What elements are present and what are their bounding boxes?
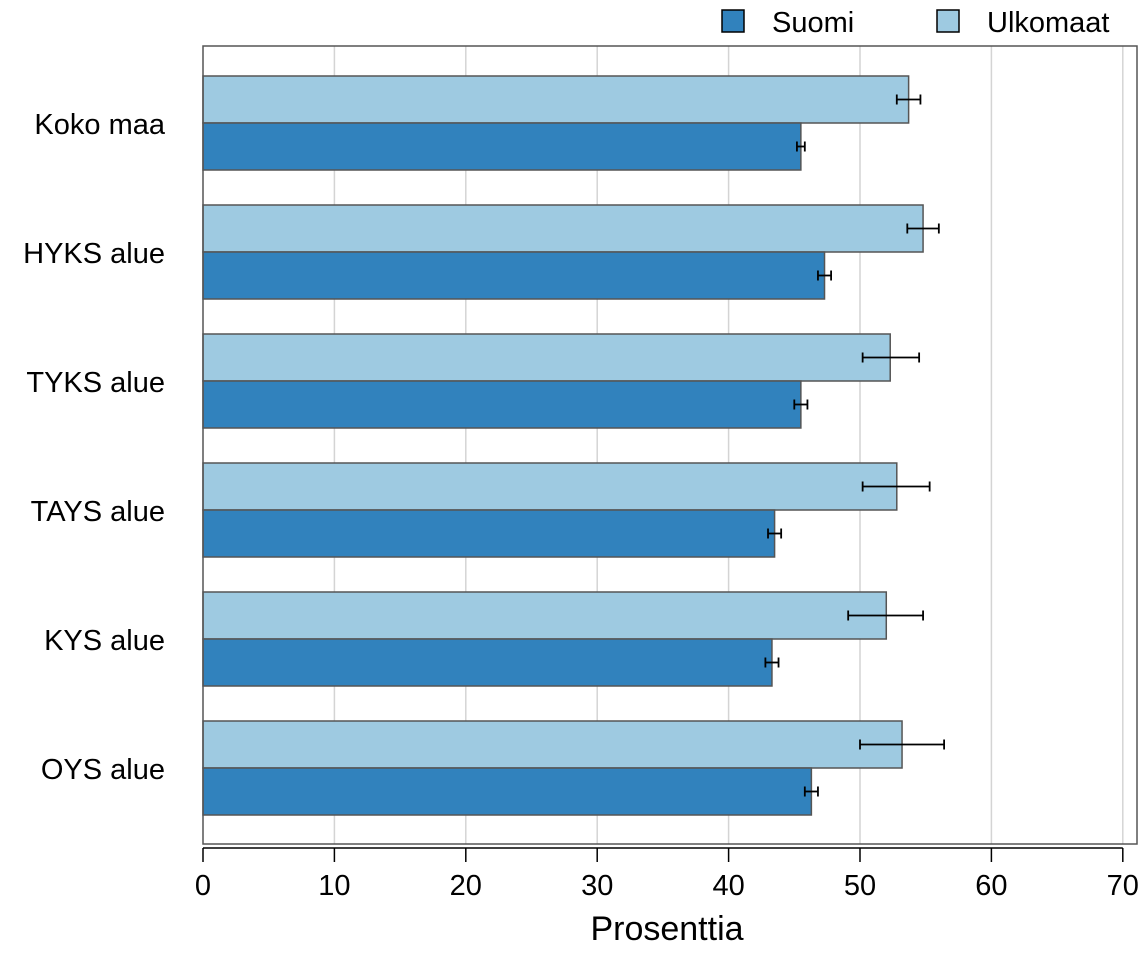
x-tick-label-2: 20 [450, 870, 482, 902]
bar-suomi-3 [202, 509, 776, 558]
category-label-3: TAYS alue [31, 496, 165, 528]
plot-frame [202, 45, 1138, 845]
x-tick-label-3: 30 [581, 870, 613, 902]
category-label-4: KYS alue [44, 625, 165, 657]
legend-label-suomi: Suomi [772, 7, 854, 39]
x-tick-label-7: 70 [1107, 870, 1139, 902]
bars [202, 75, 924, 816]
gridlines [333, 46, 1124, 844]
bar-suomi-1 [202, 251, 826, 300]
legend-swatch-ulkomaat [936, 9, 960, 33]
x-tick-label-6: 60 [975, 870, 1007, 902]
bar-ulkomaat-3 [202, 462, 898, 511]
category-label-0: Koko maa [34, 109, 165, 141]
x-tick-label-0: 0 [195, 870, 211, 902]
category-label-2: TYKS alue [26, 367, 165, 399]
legend: Suomi Ulkomaat [721, 7, 1110, 39]
x-axis: 0 10 20 30 40 50 60 70 [195, 847, 1139, 902]
bar-suomi-2 [202, 380, 802, 429]
category-label-1: HYKS alue [23, 238, 165, 270]
x-tick-label-4: 40 [712, 870, 744, 902]
bar-ulkomaat-1 [202, 204, 924, 253]
bar-ulkomaat-2 [202, 333, 891, 382]
legend-swatch-suomi [721, 9, 745, 33]
bar-ulkomaat-5 [202, 720, 903, 769]
bar-suomi-5 [202, 767, 813, 816]
x-axis-title: Prosenttia [590, 910, 743, 948]
x-tick-label-5: 50 [844, 870, 876, 902]
category-labels: Koko maa HYKS alue TYKS alue TAYS alue KYS a… [23, 109, 166, 786]
bar-ulkomaat-4 [202, 591, 888, 640]
bar-suomi-4 [202, 638, 773, 687]
error-bars [764, 94, 945, 797]
legend-label-ulkomaat: Ulkomaat [987, 7, 1110, 39]
bar-suomi-0 [202, 122, 802, 171]
category-label-5: OYS alue [41, 754, 165, 786]
x-tick-label-1: 10 [318, 870, 350, 902]
bar-ulkomaat-0 [202, 75, 910, 124]
